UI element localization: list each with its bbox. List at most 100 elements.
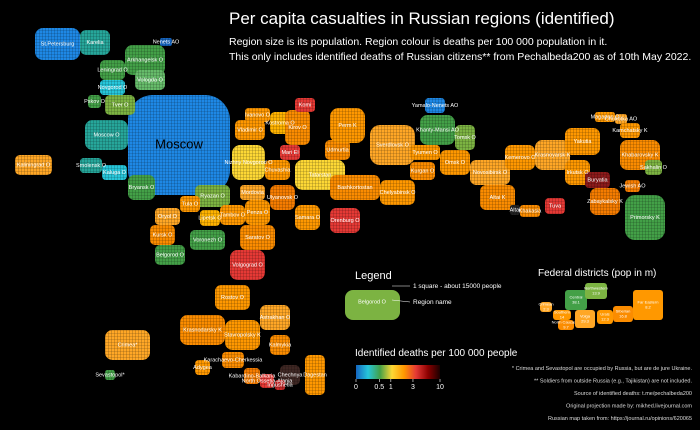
region-label: St.Petersburg — [41, 41, 75, 47]
region-label: Kurgan O — [411, 168, 435, 174]
region-label: Tambov O — [220, 212, 246, 218]
region-label: Primorsky K — [630, 215, 660, 221]
region-label: Altai — [510, 207, 521, 213]
federal-district — [575, 310, 595, 328]
colorbar-gradient — [356, 365, 440, 379]
colorbar-tick-label: 3 — [411, 384, 415, 391]
legend-sample — [345, 290, 400, 320]
region-label: Penza O — [247, 210, 269, 216]
colorbar-tick-label: 10 — [436, 384, 444, 391]
colorbar-tick-label: 0 — [354, 384, 358, 391]
region-label: Astrakhan O — [260, 315, 291, 321]
legend-title: Legend — [355, 270, 392, 282]
federal-district — [585, 283, 607, 299]
region-label: Magadan O — [591, 114, 620, 120]
region-label: Yamalo-Nenets AO — [412, 103, 459, 109]
region-label: Tyumen O — [412, 150, 438, 156]
region-label: Kostroma O — [265, 120, 295, 126]
region-label: Karachaevo-Cherkessia — [204, 357, 264, 363]
footnote: ** Soldiers from outside Russia (e.g., T… — [534, 379, 692, 385]
region-label: Sevastopol* — [95, 372, 125, 378]
footnote: Original projection made by: mikhed.live… — [566, 404, 692, 410]
federal-name: Central — [570, 295, 583, 300]
region-label: Komi — [299, 102, 312, 108]
region-label: Chuvashia — [265, 167, 292, 173]
region-label: Stavropolsky K — [224, 332, 261, 338]
federal-pop: 14 — [560, 315, 565, 320]
region-label: Bashkortostan — [337, 185, 372, 191]
region-label: Novgorod O — [98, 85, 128, 91]
region-label: Voronezh O — [193, 237, 223, 243]
region-label: Yakutia — [574, 139, 593, 145]
region-label: Orenburg O — [330, 218, 360, 224]
footnote: Source of identified deaths: t.me/pechal… — [574, 391, 692, 397]
region-label: Jewish AO — [620, 183, 647, 189]
subtitle: Region size is its population. Region co… — [229, 36, 607, 48]
federal-name: North Caucasus — [552, 320, 581, 325]
region-label: Rostov O — [221, 295, 245, 301]
region-label: Ivanovo O — [245, 112, 271, 118]
region-label: Sakhalin O — [640, 165, 668, 171]
region-label: Volgograd O — [232, 262, 263, 268]
region-label: Nizhny Novgorod O — [225, 160, 274, 166]
region-label: Tatarstan — [309, 172, 332, 178]
region-label: Mari El — [281, 150, 298, 156]
colorbar: Identified deaths per 100 000 people 0 0.… — [354, 348, 518, 391]
federal-district — [613, 306, 633, 322]
region-label: Lipetsk O — [198, 215, 222, 221]
federal-name: Northwestern — [584, 286, 608, 291]
region-label: Oryol O — [158, 214, 178, 220]
region-label: Ingushetia — [267, 382, 293, 388]
region-label: Samara O — [295, 215, 321, 221]
region-label: Kemerovo O — [505, 155, 537, 161]
region-label: Tula O — [182, 201, 199, 207]
region-label: Kamchatsky K — [612, 128, 647, 134]
federal-district — [553, 310, 571, 320]
region-label: Chechnya — [278, 372, 304, 378]
region-label: Dagestan — [303, 372, 327, 378]
region-label: Novosibirsk O — [473, 170, 508, 176]
region-label: Sverdlovsk O — [376, 142, 409, 148]
region-label: Zabaykalsky K — [587, 199, 623, 205]
footnote: * Crimea and Sevastopol are occupied by … — [512, 366, 693, 372]
region-label: Kaluga O — [103, 170, 127, 176]
region-label: Leningrad O — [97, 67, 128, 73]
region-label: Ulyanovsk O — [267, 195, 299, 201]
legend-note: Region name — [413, 299, 452, 306]
legend-sample-label: Belgorod O — [358, 299, 387, 305]
footnote: Russian map taken from: https://journal.… — [548, 416, 692, 422]
region-label: Adygea — [193, 365, 213, 371]
region-label: Krasnodarsky K — [183, 327, 222, 333]
region-label: Belgorod O — [156, 252, 185, 258]
region-label: Saratov O — [245, 235, 270, 241]
region-label: Irkutsk O — [566, 170, 589, 176]
region-label: Vladimir O — [237, 127, 263, 133]
region-label: Vologda O — [137, 77, 163, 83]
region-label: Buryatia — [587, 177, 608, 183]
federal-districts: Federal districts (pop in m) Central38.1… — [538, 268, 663, 330]
legend-note: 1 square - about 15000 people — [413, 283, 502, 290]
federal-district — [558, 320, 574, 330]
federal-pop: 9.7 — [563, 325, 569, 330]
federal-title: Federal districts (pop in m) — [538, 268, 656, 279]
federal-name: Crimean — [538, 302, 553, 307]
region-labels: Moscow St.Petersburg Karelia Nenets AO Arkha… — [17, 39, 668, 388]
federal-name: Volga — [580, 314, 591, 319]
legend-pointer — [391, 299, 411, 303]
region-label: Kirov O — [288, 125, 307, 131]
region-label: Khakasia — [519, 208, 543, 214]
title: Per capita casualties in Russian regions… — [229, 9, 615, 28]
federal-district — [597, 310, 613, 324]
region-label: Altai K — [490, 195, 506, 201]
region-label: Pskov O — [84, 99, 106, 105]
region-label: Chelyabinsk O — [380, 190, 416, 196]
federal-pop: 16.8 — [619, 314, 628, 319]
colorbar-tick-label: 1 — [389, 384, 393, 391]
region-label: Udmurtia — [326, 147, 349, 153]
region-label: Khabarovsky K — [622, 152, 659, 158]
region-label: Kabardino-Balkaria — [229, 373, 277, 379]
region-label: Kaliningrad O — [17, 162, 51, 168]
region-label: Mordovia — [241, 190, 265, 196]
region-label: Perm K — [338, 123, 357, 129]
